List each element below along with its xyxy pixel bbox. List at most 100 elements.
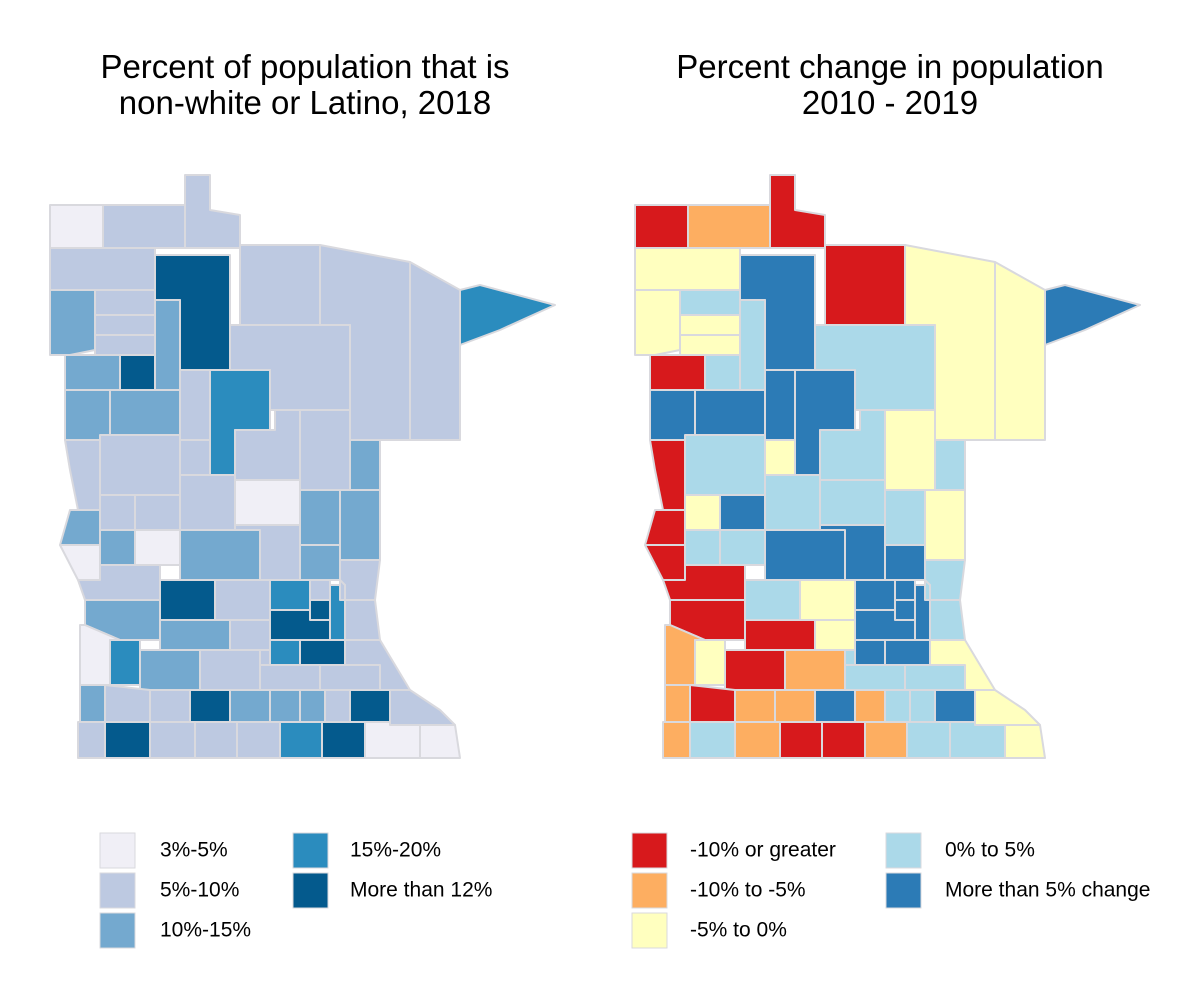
county [704,354,741,391]
county [109,389,181,436]
county [679,289,741,316]
legend-label: -10% to -5% [690,879,806,902]
county [854,579,896,611]
county [644,544,686,581]
county [134,529,181,566]
county [974,689,1041,726]
map-title: Percent change in population [676,48,1104,85]
county [59,509,101,546]
county [119,354,156,391]
county [814,619,856,651]
county [649,439,686,511]
county [884,544,926,581]
county [236,721,281,759]
county [194,721,238,759]
county [94,334,156,356]
county [94,314,156,336]
county [349,439,381,491]
county [229,619,271,651]
county [934,439,966,491]
county [684,529,721,566]
county [309,599,331,621]
county [409,261,461,441]
county [689,721,736,759]
county [159,619,231,651]
county [769,174,826,249]
county [719,494,766,531]
legend-swatch [631,912,668,949]
county [364,721,421,759]
legend-label: -10% or greater [690,839,836,862]
county [104,684,151,723]
county [844,664,906,691]
county [694,389,766,436]
county [779,721,823,759]
legend-label: 15%-20% [350,839,441,862]
county [934,689,976,723]
county [159,579,216,621]
legend-swatch [99,872,136,909]
county [679,334,741,356]
county [821,721,866,759]
county [179,529,261,581]
county [719,529,766,566]
county [649,354,706,391]
county [59,544,101,581]
legend-swatch [292,872,329,909]
county [824,244,906,326]
county [864,721,908,759]
county [99,529,136,566]
county [269,639,301,666]
legend-swatch [885,872,922,909]
county [634,289,681,356]
county [819,479,886,526]
county [734,721,781,759]
county [299,409,351,491]
county [799,579,856,621]
county [884,639,931,666]
county [64,389,111,441]
county [664,684,691,723]
county [299,544,341,581]
map [634,174,1141,759]
county [949,721,1006,759]
county [419,724,461,759]
county [644,509,686,546]
county [784,649,846,691]
county [814,689,856,723]
county [321,721,366,759]
county [299,639,346,666]
county [744,619,816,651]
county [459,284,556,346]
county [269,579,311,611]
legend-label: 3%-5% [160,839,228,862]
county [1004,724,1046,759]
county [854,639,886,666]
county [199,649,261,691]
county [324,689,351,723]
county [894,579,916,601]
county [259,664,321,691]
county [994,261,1046,441]
county [299,489,341,546]
county [64,354,121,391]
county [689,684,736,723]
county [154,299,181,391]
county [279,721,323,759]
legend-swatch [631,832,668,869]
county [149,721,196,759]
county [764,529,846,581]
map-title: Percent of population that is [100,48,509,85]
county [139,649,201,691]
map [49,174,556,759]
county [234,479,301,526]
county [764,439,796,476]
county [904,664,966,691]
county [179,474,236,531]
county [149,689,191,723]
county [734,689,776,723]
